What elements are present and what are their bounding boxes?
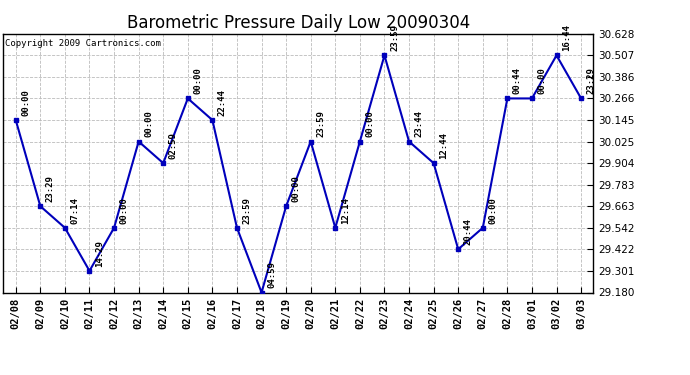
Text: 02:59: 02:59 — [169, 132, 178, 159]
Text: 00:00: 00:00 — [119, 197, 128, 223]
Text: 00:00: 00:00 — [193, 68, 202, 94]
Text: 04:59: 04:59 — [267, 261, 276, 288]
Text: 20:44: 20:44 — [464, 218, 473, 245]
Text: 23:29: 23:29 — [46, 175, 55, 202]
Text: 07:14: 07:14 — [70, 197, 79, 223]
Text: 00:00: 00:00 — [292, 175, 301, 202]
Text: 23:59: 23:59 — [316, 111, 325, 137]
Title: Barometric Pressure Daily Low 20090304: Barometric Pressure Daily Low 20090304 — [127, 14, 470, 32]
Text: 22:44: 22:44 — [218, 89, 227, 116]
Text: 12:44: 12:44 — [439, 132, 449, 159]
Text: 00:44: 00:44 — [513, 68, 522, 94]
Text: 00:00: 00:00 — [144, 111, 153, 137]
Text: 00:00: 00:00 — [538, 68, 546, 94]
Text: 23:29: 23:29 — [586, 68, 595, 94]
Text: 14:29: 14:29 — [95, 240, 104, 267]
Text: Copyright 2009 Cartronics.com: Copyright 2009 Cartronics.com — [5, 39, 161, 48]
Text: 23:44: 23:44 — [415, 111, 424, 137]
Text: 00:00: 00:00 — [21, 89, 30, 116]
Text: 23:59: 23:59 — [390, 24, 399, 51]
Text: 12:14: 12:14 — [341, 197, 350, 223]
Text: 00:00: 00:00 — [489, 197, 497, 223]
Text: 16:44: 16:44 — [562, 24, 571, 51]
Text: 00:00: 00:00 — [366, 111, 375, 137]
Text: 23:59: 23:59 — [242, 197, 252, 223]
